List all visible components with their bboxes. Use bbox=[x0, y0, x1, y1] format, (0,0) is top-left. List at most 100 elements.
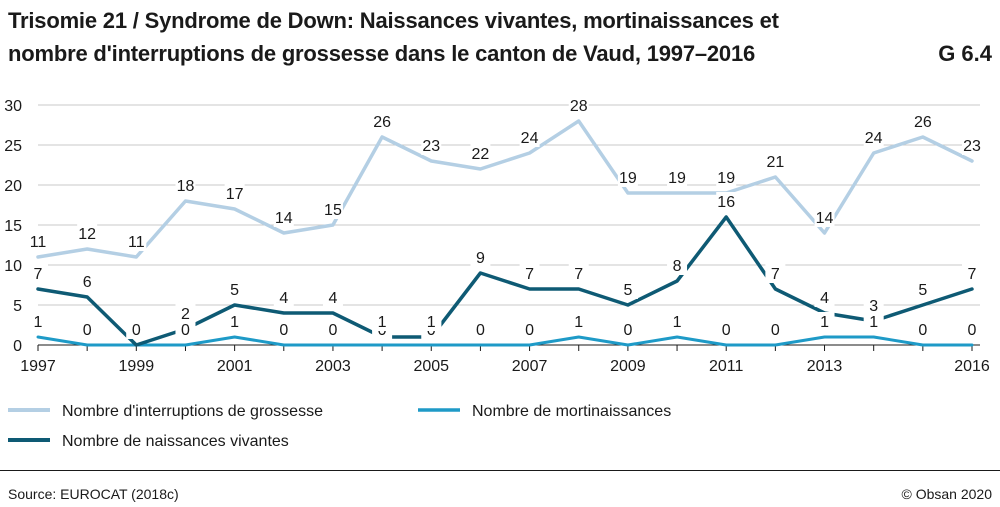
data-label-background bbox=[716, 320, 737, 339]
data-label-naissances-vivantes: 7 bbox=[34, 266, 43, 283]
data-label-background bbox=[175, 176, 196, 195]
data-label-background bbox=[863, 296, 884, 315]
y-tick-label: 10 bbox=[4, 258, 22, 275]
data-label-background bbox=[224, 312, 245, 331]
data-label-background bbox=[667, 256, 688, 275]
data-label-interruptions: 24 bbox=[865, 130, 883, 147]
data-label-mortinaissances: 0 bbox=[279, 322, 288, 339]
data-label-background bbox=[765, 264, 786, 283]
x-tick-label: 2005 bbox=[413, 358, 449, 375]
data-label-mortinaissances: 0 bbox=[525, 322, 534, 339]
data-label-background bbox=[322, 200, 343, 219]
data-label-naissances-vivantes: 0 bbox=[132, 322, 141, 339]
data-label-naissances-vivantes: 8 bbox=[673, 258, 682, 275]
chart-title-line-2: nombre d'interruptions de grossesse dans… bbox=[8, 41, 756, 66]
data-label-background bbox=[519, 264, 540, 283]
data-label-naissances-vivantes: 4 bbox=[279, 290, 288, 307]
data-label-interruptions: 19 bbox=[619, 170, 637, 187]
data-label-background bbox=[421, 312, 442, 331]
data-label-background bbox=[667, 312, 688, 331]
data-label-mortinaissances: 0 bbox=[328, 322, 337, 339]
data-label-naissances-vivantes: 7 bbox=[525, 266, 534, 283]
series-line-mortinaissances bbox=[36, 335, 974, 347]
data-label-background bbox=[962, 136, 982, 155]
data-label-background bbox=[175, 320, 196, 339]
data-label-background bbox=[912, 320, 933, 339]
x-tick-label: 1997 bbox=[20, 358, 56, 375]
data-label-naissances-vivantes: 7 bbox=[968, 266, 977, 283]
data-label-naissances-vivantes: 2 bbox=[181, 306, 190, 323]
data-label-naissances-vivantes: 4 bbox=[328, 290, 337, 307]
data-label-background bbox=[175, 304, 196, 323]
data-label-background bbox=[617, 320, 638, 339]
data-label-background bbox=[617, 168, 638, 187]
data-label-interruptions: 11 bbox=[128, 234, 145, 251]
y-tick-label: 30 bbox=[4, 98, 22, 115]
data-label-interruptions: 22 bbox=[472, 146, 490, 163]
y-tick-label: 25 bbox=[4, 138, 22, 155]
data-label-background bbox=[667, 168, 688, 187]
data-label-naissances-vivantes: 7 bbox=[771, 266, 780, 283]
data-label-naissances-vivantes: 5 bbox=[623, 282, 632, 299]
x-tick-label: 2001 bbox=[217, 358, 253, 375]
data-label-mortinaissances: 1 bbox=[820, 314, 829, 331]
data-label-interruptions: 23 bbox=[422, 138, 440, 155]
data-label-background bbox=[77, 224, 98, 243]
data-label-mortinaissances: 0 bbox=[181, 322, 190, 339]
data-label-interruptions: 24 bbox=[521, 130, 539, 147]
data-label-background bbox=[273, 208, 294, 227]
data-label-mortinaissances: 0 bbox=[476, 322, 485, 339]
data-label-background bbox=[863, 128, 884, 147]
data-label-background bbox=[273, 320, 294, 339]
data-label-interruptions: 19 bbox=[717, 170, 735, 187]
data-label-mortinaissances: 0 bbox=[722, 322, 731, 339]
data-label-background bbox=[519, 320, 540, 339]
legend-label-interruptions: Nombre d'interruptions de grossesse bbox=[62, 403, 323, 420]
data-label-naissances-vivantes: 1 bbox=[427, 314, 436, 331]
data-label-background bbox=[519, 128, 540, 147]
data-label-mortinaissances: 1 bbox=[673, 314, 682, 331]
x-tick-label: 2003 bbox=[315, 358, 351, 375]
x-tick-label: 2007 bbox=[512, 358, 548, 375]
data-label-naissances-vivantes: 6 bbox=[83, 274, 92, 291]
y-tick-label: 15 bbox=[4, 218, 22, 235]
x-tick-label: 2011 bbox=[709, 358, 744, 375]
figure-number: G 6.4 bbox=[938, 41, 992, 66]
data-label-background bbox=[962, 320, 982, 339]
legend-label-naissances-vivantes: Nombre de naissances vivantes bbox=[62, 433, 289, 450]
source-note: Source: EUROCAT (2018c) bbox=[8, 486, 179, 502]
copyright-note: © Obsan 2020 bbox=[901, 486, 993, 502]
chart-title-line-1: Trisomie 21 / Syndrome de Down: Naissanc… bbox=[8, 8, 779, 33]
data-label-interruptions: 14 bbox=[816, 210, 834, 227]
data-label-background bbox=[962, 264, 982, 283]
data-label-background bbox=[716, 168, 737, 187]
data-label-interruptions: 28 bbox=[570, 98, 588, 115]
data-label-background bbox=[814, 208, 835, 227]
data-label-background bbox=[814, 288, 835, 307]
data-label-interruptions: 12 bbox=[78, 226, 96, 243]
data-label-background bbox=[28, 312, 48, 331]
footer-divider bbox=[0, 470, 1000, 471]
data-label-naissances-vivantes: 9 bbox=[476, 250, 485, 267]
x-tick-label: 2009 bbox=[610, 358, 646, 375]
data-label-background bbox=[224, 280, 245, 299]
data-label-mortinaissances: 1 bbox=[230, 314, 239, 331]
data-label-interruptions: 19 bbox=[668, 170, 686, 187]
data-label-background bbox=[568, 96, 589, 115]
data-label-interruptions: 11 bbox=[30, 234, 47, 251]
data-label-background bbox=[77, 320, 98, 339]
data-label-naissances-vivantes: 4 bbox=[820, 290, 829, 307]
data-label-interruptions: 15 bbox=[324, 202, 342, 219]
data-label-background bbox=[617, 280, 638, 299]
legend-label-mortinaissances: Nombre de mortinaissances bbox=[472, 403, 671, 420]
data-label-background bbox=[716, 192, 737, 211]
data-label-background bbox=[814, 312, 835, 331]
data-label-background bbox=[568, 264, 589, 283]
data-label-background bbox=[765, 152, 786, 171]
data-label-background bbox=[912, 280, 933, 299]
x-tick-label: 1999 bbox=[119, 358, 155, 375]
data-label-mortinaissances: 1 bbox=[869, 314, 878, 331]
data-label-interruptions: 17 bbox=[226, 186, 244, 203]
data-label-naissances-vivantes: 16 bbox=[717, 194, 735, 211]
